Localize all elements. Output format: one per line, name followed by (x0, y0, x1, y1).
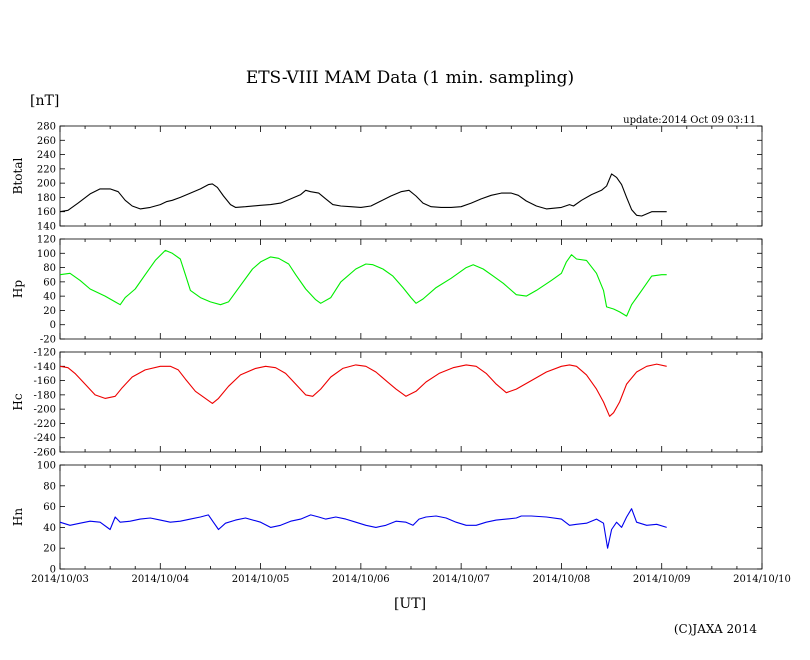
y-tick-label: 220 (37, 164, 56, 175)
y-tick-label: 100 (37, 249, 56, 260)
y-axis-label: Hc (11, 393, 25, 410)
y-tick-label: 160 (37, 207, 56, 218)
x-tick-label: 2014/10/09 (633, 574, 691, 585)
y-tick-label: 0 (50, 320, 56, 331)
y-tick-label: -160 (34, 376, 56, 387)
series-line-hp (59, 249, 667, 317)
panel-hp: -20 0 20 40 60 80 100 120 Hp (11, 235, 763, 346)
panel-hc: -260 -240 -220 -200 -180 -160 -140 -120 Hc (11, 348, 763, 459)
x-tick-label: 2014/10/06 (332, 574, 390, 585)
y-tick-label: 60 (43, 277, 56, 288)
y-tick-label: -180 (34, 390, 56, 401)
x-tick-label: 2014/10/08 (533, 574, 591, 585)
chart-panels: 140160180200220240260280Btotal-200204060… (11, 122, 763, 576)
y-tick-label: -120 (34, 348, 56, 359)
y-tick-label: -200 (34, 405, 56, 416)
update-timestamp: update:2014 Oct 09 03:11 (623, 115, 756, 126)
y-tick-label: -220 (34, 419, 56, 430)
x-tick-label: 2014/10/05 (232, 574, 290, 585)
x-unit-label: [UT] (394, 596, 426, 612)
y-tick-label: 140 (37, 222, 56, 233)
y-axis-label: Hp (11, 280, 25, 298)
y-unit-label: [nT] (30, 93, 59, 109)
y-tick-label: 120 (37, 235, 56, 246)
y-tick-label: 40 (43, 523, 56, 534)
panel-btotal: 140 160 180 200 220 240 260 280 Btotal (11, 122, 763, 233)
x-axis-ticks: 2014/10/03 2014/10/04 2014/10/05 2014/10/06… (31, 574, 791, 585)
y-tick-label: 20 (43, 306, 56, 317)
y-tick-label: 40 (43, 292, 56, 303)
series-line-hc (59, 363, 667, 417)
x-tick-label: 2014/10/07 (432, 574, 490, 585)
y-axis-label: Btotal (11, 158, 25, 195)
y-tick-label: -20 (40, 335, 56, 346)
y-tick-label: -140 (34, 362, 56, 373)
x-tick-label: 2014/10/10 (733, 574, 791, 585)
y-tick-label: 20 (43, 544, 56, 555)
panel-frame (59, 464, 763, 570)
y-tick-label: 100 (37, 461, 56, 472)
panel-frame (59, 125, 763, 227)
x-tick-label: 2014/10/03 (31, 574, 89, 585)
y-tick-label: 260 (37, 136, 56, 147)
y-tick-label: 180 (37, 193, 56, 204)
y-tick-label: 0 (50, 565, 56, 576)
y-tick-label: 200 (37, 179, 56, 190)
chart-title: ETS-VIII MAM Data (1 min. sampling) (246, 68, 574, 88)
y-tick-label: 240 (37, 150, 56, 161)
panel-hn: 0 20 40 60 80 100 Hn (11, 461, 763, 576)
panel-frame (59, 351, 763, 453)
y-tick-label: -260 (34, 448, 56, 459)
series-line-hn (59, 508, 667, 549)
y-tick-label: 80 (43, 481, 56, 492)
series-line-btotal (59, 173, 667, 217)
y-tick-label: 280 (37, 122, 56, 133)
y-tick-label: -240 (34, 433, 56, 444)
x-tick-label: 2014/10/04 (131, 574, 189, 585)
y-axis-label: Hn (11, 508, 25, 526)
y-tick-label: 60 (43, 502, 56, 513)
panel-frame (59, 238, 763, 340)
copyright-text: (C)JAXA 2014 (674, 622, 758, 636)
y-tick-label: 80 (43, 263, 56, 274)
